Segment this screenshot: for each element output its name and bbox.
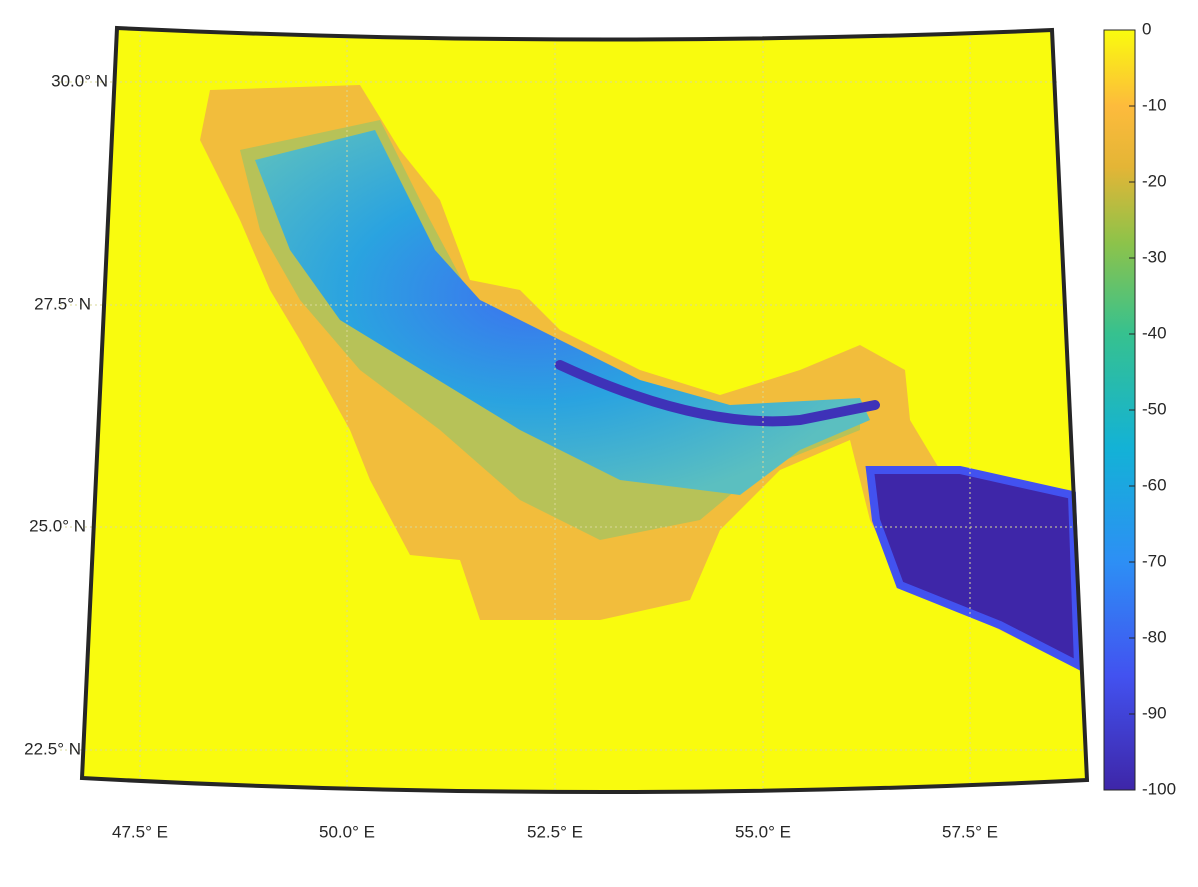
lon-label: 47.5° E [112,822,168,841]
colorbar-tick-label: -60 [1142,475,1167,494]
lat-label: 25.0° N [29,516,86,535]
colorbar-tick-label: -30 [1142,247,1167,266]
colorbar-tick-label: -40 [1142,323,1167,342]
strait-channel [555,360,880,427]
lon-label: 55.0° E [735,822,791,841]
colorbar-tick-label: -90 [1142,703,1167,722]
colorbar-tick-label: -70 [1142,551,1167,570]
colorbar-tick-label: 0 [1142,19,1151,38]
lon-label: 52.5° E [527,822,583,841]
labels: 30.0° N 27.5° N 25.0° N 22.5° N 47.5° E 50.0°… [24,19,1176,841]
gulf-of-oman [865,466,1083,672]
lat-label: 30.0° N [51,71,108,90]
deep-gulf [255,130,870,495]
map-area [60,25,1090,795]
colorbar-tick-label: -10 [1142,95,1167,114]
colorbar-tick-label: -100 [1142,779,1176,798]
map-frame [79,25,1090,795]
colorbar-tick-label: -80 [1142,627,1167,646]
lon-label: 57.5° E [942,822,998,841]
colorbar-tick-label: -20 [1142,171,1167,190]
colorbar-tick-label: -50 [1142,399,1167,418]
lat-label: 22.5° N [24,739,81,758]
lat-label: 27.5° N [34,294,91,313]
lon-label: 50.0° E [319,822,375,841]
